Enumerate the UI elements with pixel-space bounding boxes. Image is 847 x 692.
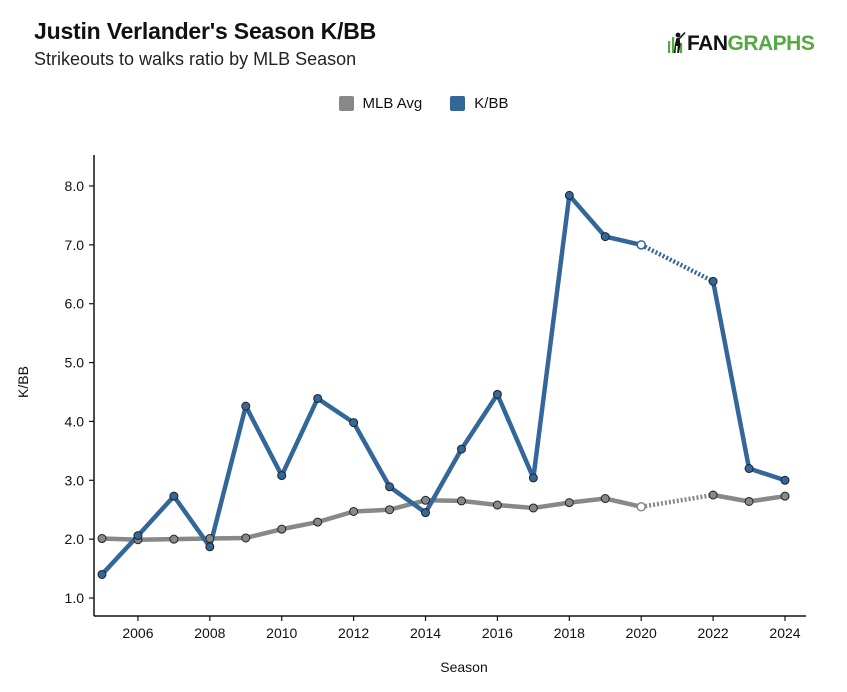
data-point-k-bb (169, 491, 179, 501)
data-point-mlb-avg (780, 491, 790, 501)
y-tick-label: 6.0 (65, 296, 85, 312)
x-tick-label: 2022 (698, 625, 729, 641)
logo-text-graphs: GRAPHS (727, 31, 815, 55)
series-line-k-bb (710, 279, 788, 483)
series-gap-line-mlb-avg (640, 492, 714, 509)
y-tick-label: 5.0 (65, 355, 85, 371)
x-tick-label: 2018 (554, 625, 585, 641)
data-point-mlb-avg (636, 502, 646, 512)
x-tick-label: 2016 (482, 625, 513, 641)
data-point-mlb-avg (277, 524, 287, 534)
y-tick-label: 4.0 (65, 413, 85, 429)
legend-item-mlb-avg[interactable]: MLB Avg (338, 95, 423, 112)
data-point-k-bb (277, 471, 287, 481)
data-point-k-bb (421, 508, 431, 518)
data-point-k-bb (133, 531, 143, 541)
data-point-k-bb (313, 393, 323, 403)
data-point-mlb-avg (456, 496, 466, 506)
data-point-mlb-avg (492, 500, 502, 510)
data-point-mlb-avg (528, 503, 538, 513)
data-point-k-bb (636, 240, 646, 250)
chart-legend: MLB Avg K/BB (0, 95, 847, 112)
data-point-k-bb (564, 190, 574, 200)
chart-subtitle: Strikeouts to walks ratio by MLB Season (34, 49, 357, 69)
data-point-mlb-avg (205, 534, 215, 544)
y-tick-label: 3.0 (65, 472, 85, 488)
x-tick-label: 2020 (626, 625, 657, 641)
fangraphs-logo[interactable]: FANGRAPHS (666, 30, 815, 56)
data-point-mlb-avg (241, 533, 251, 543)
legend-item-kbb[interactable]: K/BB (450, 95, 508, 112)
data-point-k-bb (744, 464, 754, 474)
x-tick-label: 2010 (266, 625, 297, 641)
chart-title: Justin Verlander's Season K/BB (34, 18, 377, 44)
data-point-k-bb (385, 482, 395, 492)
y-axis-label: K/BB (15, 366, 31, 398)
data-point-k-bb (456, 444, 466, 454)
data-point-mlb-avg (313, 517, 323, 527)
x-axis-label: Season (440, 659, 487, 675)
data-point-mlb-avg (169, 534, 179, 544)
x-tick-label: 2024 (769, 625, 800, 641)
data-point-mlb-avg (708, 490, 718, 500)
data-point-mlb-avg (385, 505, 395, 515)
data-point-k-bb (205, 542, 215, 552)
data-point-mlb-avg (744, 496, 754, 506)
fangraphs-batter-logo-icon (666, 31, 686, 55)
legend-swatch-mlb-avg (338, 96, 354, 111)
x-tick-label: 2014 (410, 625, 441, 641)
data-point-k-bb (349, 418, 359, 428)
legend-swatch-kbb (450, 96, 466, 111)
y-tick-label: 2.0 (65, 531, 85, 547)
y-tick-label: 8.0 (65, 178, 85, 194)
data-point-mlb-avg (600, 494, 610, 504)
y-tick-label: 1.0 (65, 590, 85, 606)
legend-label-kbb: K/BB (474, 95, 509, 112)
data-point-k-bb (708, 276, 718, 286)
data-point-k-bb (528, 473, 538, 483)
series-line-mlb-avg (99, 496, 644, 542)
fangraphs-logo-text: FANGRAPHS (687, 31, 815, 55)
data-point-k-bb (97, 569, 107, 579)
x-tick-label: 2008 (194, 625, 225, 641)
x-tick-label: 2006 (122, 625, 153, 641)
x-tick-label: 2012 (338, 625, 369, 641)
logo-text-fan: FAN (687, 31, 728, 55)
y-tick-label: 7.0 (65, 237, 85, 253)
data-point-mlb-avg (349, 506, 359, 516)
data-point-k-bb (600, 232, 610, 242)
data-point-mlb-avg (421, 495, 431, 505)
legend-label-mlb-avg: MLB Avg (362, 95, 423, 112)
data-point-k-bb (241, 401, 251, 411)
data-point-k-bb (780, 475, 790, 485)
data-point-mlb-avg (97, 534, 107, 544)
series-line-k-bb (99, 193, 644, 577)
data-point-k-bb (492, 389, 502, 399)
data-point-mlb-avg (564, 498, 574, 508)
series-gap-line-k-bb (640, 242, 715, 284)
